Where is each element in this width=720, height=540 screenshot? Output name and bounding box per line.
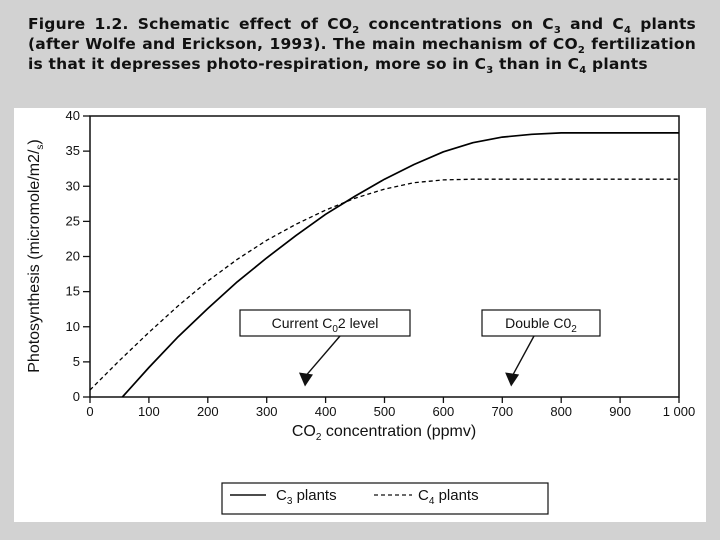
x-tick-label: 900 [609, 404, 631, 419]
annotation-arrow-shaft [512, 335, 535, 375]
x-axis-label: CO2 concentration (ppmv) [292, 423, 476, 443]
legend-item-c4: C4 plants [418, 487, 479, 507]
series-lines [89, 132, 679, 398]
x-tick-label: 100 [138, 404, 160, 419]
x-axis-ticks: 0 100 200 300 400 500 600 700 800 900 1 000 [86, 397, 695, 419]
x-tick-label: 500 [374, 404, 396, 419]
annotation-arrow-shaft [306, 335, 341, 375]
current-co2-label: Current C02 level [272, 315, 379, 335]
chart-panel: 0 5 10 15 20 25 30 35 40 0 100 200 300 400 500 600 700 8… [14, 108, 706, 522]
annotation-arrow-head [298, 372, 313, 387]
c3-series-line [121, 132, 679, 398]
annotations: Current C02 level Double C02 [239, 309, 601, 387]
legend: C3 plants C4 plants [221, 482, 549, 515]
x-tick-label: 0 [86, 404, 93, 419]
y-tick-label: 5 [73, 354, 80, 369]
x-tick-label: 400 [315, 404, 337, 419]
current-co2-box [239, 309, 411, 337]
double-co2-label: Double C02 [505, 315, 577, 335]
y-tick-label: 40 [66, 108, 80, 123]
y-axis-label: Photosynthesis (micromole/m2/s) [26, 139, 46, 373]
legend-box [221, 482, 549, 515]
y-tick-label: 0 [73, 389, 80, 404]
x-tick-label: 1 000 [663, 404, 696, 419]
figure-caption: Figure 1.2. Schematic effect of CO2 conc… [28, 15, 696, 77]
y-tick-label: 20 [66, 249, 80, 264]
y-tick-label: 35 [66, 143, 80, 158]
legend-item-c3: C3 plants [276, 487, 337, 507]
c4-series-line [89, 178, 679, 391]
chart: 0 5 10 15 20 25 30 35 40 0 100 200 300 400 500 600 700 8… [26, 108, 695, 515]
x-tick-label: 200 [197, 404, 219, 419]
y-axis-ticks: 0 5 10 15 20 25 30 35 40 [66, 108, 90, 404]
x-tick-label: 800 [550, 404, 572, 419]
y-tick-label: 10 [66, 319, 80, 334]
plot-frame [89, 115, 680, 398]
y-tick-label: 25 [66, 213, 80, 228]
x-tick-label: 300 [256, 404, 278, 419]
annotation-arrow-head [505, 372, 520, 387]
x-tick-label: 700 [491, 404, 513, 419]
y-tick-label: 30 [66, 178, 80, 193]
y-tick-label: 15 [66, 284, 80, 299]
double-co2-box [481, 309, 601, 337]
x-tick-label: 600 [433, 404, 455, 419]
